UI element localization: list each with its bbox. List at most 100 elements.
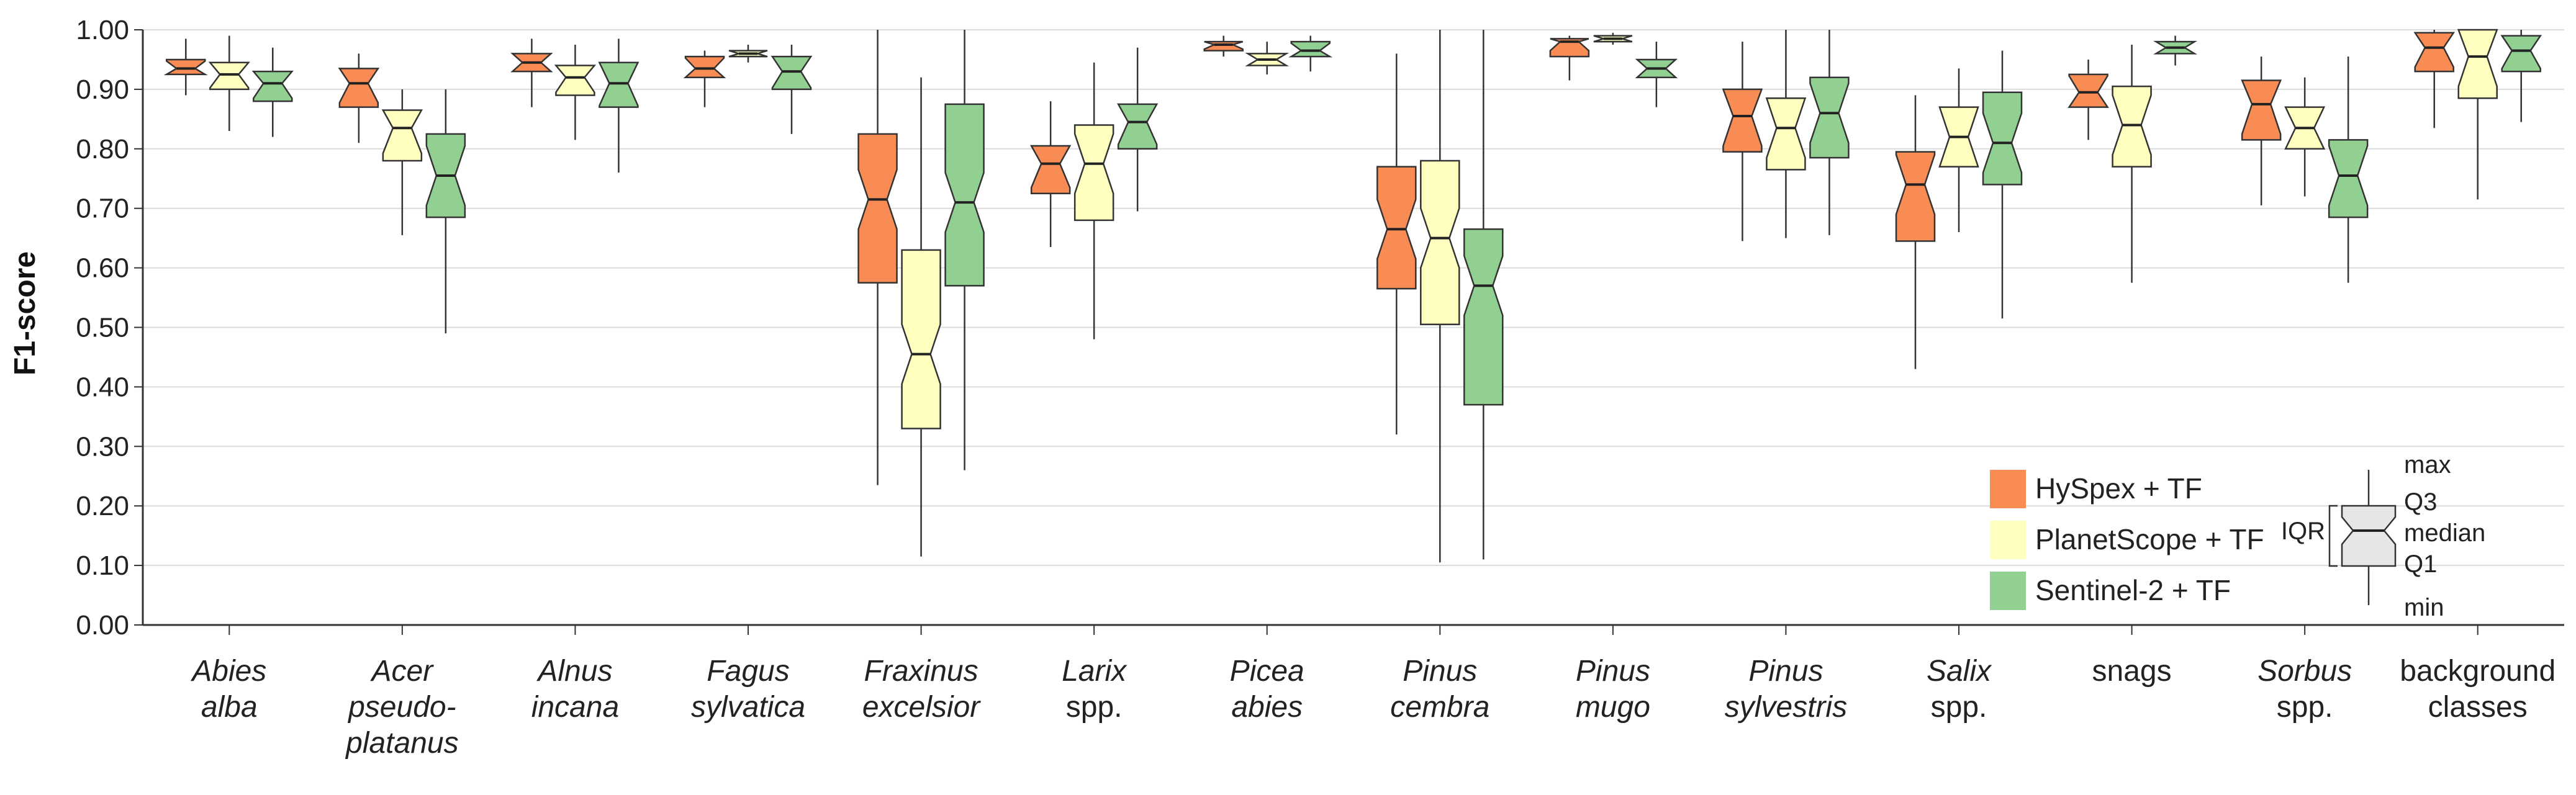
box-key: IQR max Q3 median Q1 min bbox=[2281, 451, 2485, 621]
box-planetscope-tf bbox=[1593, 32, 1633, 45]
box-hyspex-tf bbox=[2413, 30, 2456, 128]
box-sentinel-2-tf bbox=[251, 47, 294, 137]
box-body bbox=[1463, 228, 1504, 406]
legend-swatch bbox=[1990, 521, 2026, 559]
x-category-label: Abies bbox=[190, 655, 266, 688]
box-hyspex-tf bbox=[1376, 53, 1417, 435]
box-body bbox=[2328, 139, 2369, 218]
x-category-label: Picea bbox=[1230, 655, 1304, 688]
y-axis-label: F1-score bbox=[9, 251, 42, 375]
box-body bbox=[163, 58, 208, 76]
box-body bbox=[1895, 151, 1936, 242]
box-hyspex-tf bbox=[857, 30, 898, 485]
box-planetscope-tf bbox=[728, 44, 768, 63]
box-body bbox=[1376, 166, 1417, 290]
x-category-label: Salix bbox=[1927, 655, 1992, 688]
key-label: Q1 bbox=[2404, 550, 2437, 578]
box-sentinel-2-tf bbox=[2500, 30, 2542, 122]
x-category-label: background bbox=[2400, 655, 2556, 688]
box-sentinel-2-tf bbox=[1463, 30, 1504, 560]
x-category-label: mugo bbox=[1576, 691, 1650, 724]
category-group bbox=[1203, 35, 1333, 74]
x-category-label: Acer bbox=[370, 655, 435, 688]
key-box bbox=[2341, 505, 2397, 567]
x-category-label: sylvestris bbox=[1725, 691, 1847, 724]
box-body bbox=[1809, 76, 1850, 159]
x-category-label: Alnus bbox=[536, 655, 612, 688]
box-body bbox=[1722, 88, 1763, 153]
box-sentinel-2-tf bbox=[2328, 56, 2369, 283]
x-category-label: Fraxinus bbox=[864, 655, 978, 688]
box-body bbox=[901, 249, 941, 429]
x-category-label: Sorbus bbox=[2257, 655, 2352, 688]
box-hyspex-tf bbox=[510, 38, 553, 107]
box-planetscope-tf bbox=[901, 77, 941, 557]
box-hyspex-tf bbox=[1030, 101, 1072, 248]
box-sentinel-2-tf bbox=[1288, 35, 1333, 72]
box-planetscope-tf bbox=[381, 89, 423, 235]
y-tick-label: 0.00 bbox=[76, 610, 129, 640]
box-body bbox=[2112, 85, 2152, 168]
box-planetscope-tf bbox=[208, 35, 250, 132]
box-body bbox=[1117, 103, 1159, 150]
category-group bbox=[2241, 56, 2369, 283]
category-group bbox=[1549, 32, 1678, 107]
x-category-label: spp. bbox=[2277, 691, 2333, 724]
key-label: median bbox=[2404, 519, 2485, 547]
category-group bbox=[338, 53, 466, 334]
x-category-label: platanus bbox=[345, 727, 458, 760]
category-group bbox=[1376, 30, 1504, 563]
box-hyspex-tf bbox=[1549, 35, 1590, 81]
category-group bbox=[1030, 47, 1159, 339]
x-category-label: alba bbox=[201, 691, 258, 724]
box-body bbox=[598, 61, 639, 108]
box-planetscope-tf bbox=[1420, 30, 1460, 563]
box-body bbox=[1073, 124, 1114, 222]
category-group bbox=[163, 35, 294, 137]
x-category-label: snags bbox=[2092, 655, 2172, 688]
box-body bbox=[1203, 40, 1244, 52]
box-hyspex-tf bbox=[163, 38, 208, 96]
x-category-label: excelsior bbox=[862, 691, 981, 724]
box-body bbox=[857, 133, 898, 284]
y-tick-label: 0.40 bbox=[76, 372, 129, 402]
box-body bbox=[338, 68, 380, 108]
box-sentinel-2-tf bbox=[1982, 50, 2023, 319]
iqr-bracket bbox=[2328, 505, 2338, 567]
box-sentinel-2-tf bbox=[425, 89, 466, 334]
box-hyspex-tf bbox=[1895, 95, 1936, 369]
box-body bbox=[2068, 73, 2109, 108]
category-group bbox=[2068, 35, 2198, 283]
x-category-label: Fagus bbox=[707, 655, 789, 688]
box-sentinel-2-tf bbox=[944, 30, 985, 470]
box-body bbox=[2500, 35, 2542, 73]
legend-label: Sentinel-2 + TF bbox=[2035, 574, 2231, 606]
box-planetscope-tf bbox=[554, 44, 597, 140]
box-hyspex-tf bbox=[2241, 56, 2282, 205]
box-body bbox=[381, 109, 423, 162]
category-group bbox=[510, 38, 639, 173]
box-body bbox=[683, 55, 726, 78]
key-label: min bbox=[2404, 594, 2444, 621]
x-category-label: cembra bbox=[1390, 691, 1489, 724]
box-groups bbox=[163, 29, 2542, 563]
box-hyspex-tf bbox=[338, 53, 380, 143]
box-hyspex-tf bbox=[2068, 59, 2109, 140]
box-body bbox=[251, 70, 294, 102]
box-planetscope-tf bbox=[2112, 44, 2152, 283]
box-planetscope-tf bbox=[1073, 62, 1114, 339]
key-label: max bbox=[2404, 451, 2451, 478]
box-body bbox=[1030, 145, 1072, 194]
box-planetscope-tf bbox=[1245, 42, 1290, 74]
x-category-label: classes bbox=[2428, 691, 2528, 724]
box-body bbox=[944, 103, 985, 287]
box-body bbox=[771, 55, 813, 91]
legend-label: PlanetScope + TF bbox=[2035, 523, 2264, 555]
box-planetscope-tf bbox=[2457, 29, 2498, 200]
y-tick-label: 0.10 bbox=[76, 550, 129, 581]
box-body bbox=[1982, 91, 2023, 186]
x-category-label: pseudo- bbox=[347, 691, 456, 724]
box-body bbox=[1288, 40, 1333, 58]
box-body bbox=[554, 65, 597, 96]
